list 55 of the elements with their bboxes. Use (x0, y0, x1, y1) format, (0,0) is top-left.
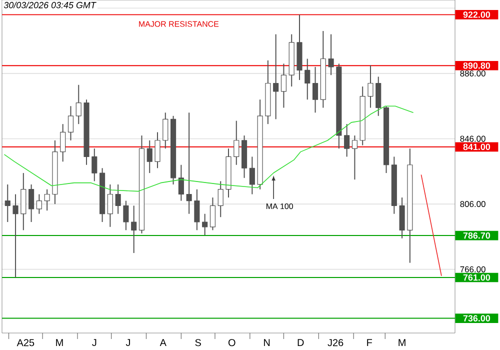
y-tick-label: 886.00 (460, 70, 486, 76)
candlestick (154, 132, 160, 169)
candlestick (352, 134, 358, 180)
x-tick-label: S (195, 339, 201, 346)
x-tick-label: J (92, 339, 96, 346)
candlestick (344, 124, 350, 158)
candlestick (202, 213, 208, 236)
candlestick (210, 197, 216, 231)
candlestick (194, 188, 200, 231)
candlestick (368, 64, 374, 108)
y-tick-label: 806.00 (460, 201, 486, 208)
x-tick-label: O (228, 339, 236, 346)
candlestick (312, 66, 318, 114)
candlestick (304, 58, 310, 100)
candlestick (36, 194, 42, 214)
candlestick (178, 164, 184, 202)
x-tick-label: A25 (16, 339, 34, 346)
y-tick-label: 846.00 (460, 136, 486, 142)
candlestick (115, 184, 121, 214)
candlestick (92, 148, 98, 182)
candlestick (273, 34, 279, 120)
candlestick (12, 194, 18, 278)
ref-line-label: 786.70 (463, 232, 490, 239)
x-tick-label: D (298, 339, 304, 346)
candlestick (249, 156, 255, 195)
ref-line-label: 761.00 (463, 274, 490, 281)
candlestick (146, 140, 152, 174)
candlestick (280, 63, 286, 108)
chart-title: 30/03/2026 03:45 GMT (4, 2, 96, 8)
candlestick (131, 205, 137, 254)
candlestick (162, 112, 168, 150)
x-tick-label: F (367, 339, 372, 346)
candlestick (68, 106, 74, 141)
ref-line-label: 736.00 (463, 315, 490, 322)
x-tick-label: N (264, 339, 270, 346)
candlestick (328, 34, 334, 76)
candlestick (123, 200, 129, 231)
candlestick (28, 184, 34, 222)
candlestick (60, 124, 66, 162)
candlestick (107, 184, 113, 228)
candlestick (4, 184, 10, 222)
candlestick (186, 112, 192, 214)
ref-line-label: 841.00 (463, 144, 490, 150)
candlestick (44, 188, 50, 212)
y-tick-label: 766.00 (460, 266, 486, 272)
x-tick-label: M (398, 339, 406, 346)
candlestick (234, 120, 240, 166)
x-tick-label: A (160, 339, 166, 346)
ref-line-label: 890.80 (463, 62, 490, 69)
x-tick-label: J (126, 339, 130, 346)
candlestick (218, 180, 224, 218)
x-tick-label: M (56, 339, 63, 346)
x-tick-label: J26 (328, 339, 344, 346)
ref-line-label: 922.00 (463, 12, 490, 18)
candlestick (76, 84, 82, 125)
